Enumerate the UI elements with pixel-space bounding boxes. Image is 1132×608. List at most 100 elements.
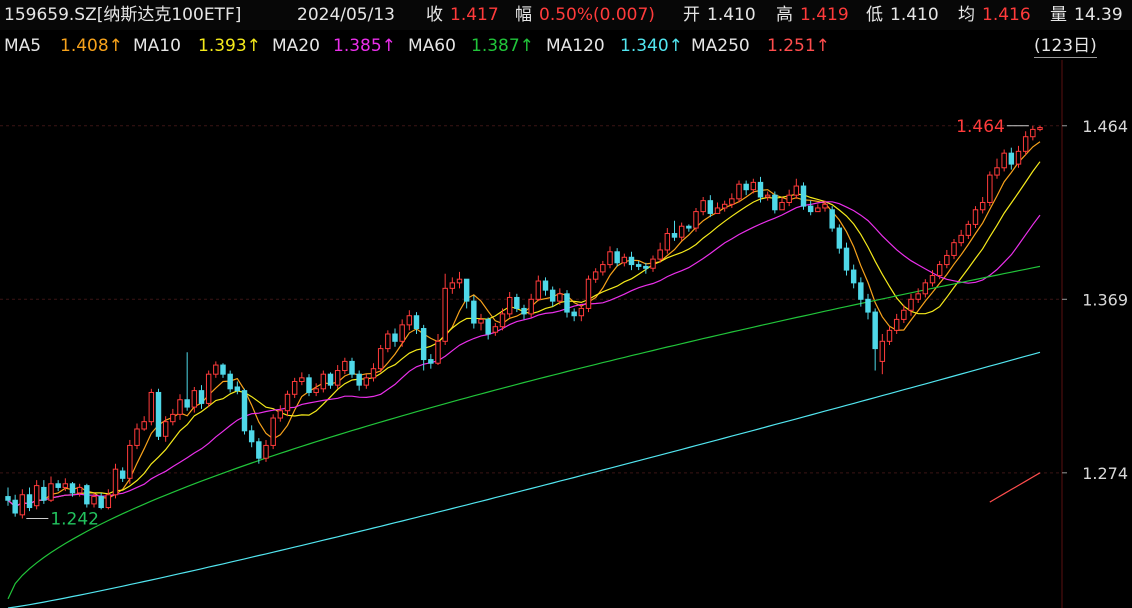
candle-body <box>98 496 104 509</box>
candle-body <box>1008 152 1015 165</box>
candle <box>62 478 69 492</box>
ma10-value: 1.393↑ <box>198 36 261 56</box>
candle-body <box>119 470 126 479</box>
candle <box>98 492 104 510</box>
candle-body <box>263 444 269 459</box>
ma5-label: MA5 <box>4 36 42 56</box>
candle <box>334 365 341 389</box>
candle-body <box>578 307 585 317</box>
candle-body <box>12 499 18 514</box>
candle-body <box>291 380 298 395</box>
candle-body <box>19 494 26 516</box>
candle <box>277 405 284 422</box>
high-value: 1.419 <box>800 5 849 25</box>
candle <box>607 246 613 269</box>
ma5-value: 1.408↑ <box>60 36 123 56</box>
moving-average-bar: MA5 1.408↑ MA10 1.393↑ MA20 1.385↑ MA60 … <box>0 33 1132 59</box>
candle-body <box>134 428 140 446</box>
candle-body <box>714 207 721 214</box>
candle <box>420 324 427 371</box>
y-tick-label-2: 1.274 <box>1082 464 1128 483</box>
candle-body <box>313 388 319 393</box>
candle <box>807 200 814 216</box>
candle-body <box>485 318 491 335</box>
low-value: 1.410 <box>890 5 939 25</box>
candle-body <box>1001 152 1007 169</box>
candle <box>105 489 112 510</box>
candle <box>600 260 606 276</box>
candle-body <box>449 282 456 289</box>
candle-body <box>256 441 262 459</box>
candle-body <box>643 265 649 269</box>
candle-body <box>191 390 198 408</box>
candle <box>270 414 276 450</box>
ma250-value: 1.251↑ <box>767 36 830 56</box>
candle <box>793 178 800 199</box>
candle <box>406 310 413 331</box>
candle-body <box>915 293 921 300</box>
candle <box>635 260 642 271</box>
candle-body <box>363 377 370 386</box>
candle <box>356 370 362 391</box>
candle <box>564 290 570 318</box>
candle-body <box>327 373 334 386</box>
candle-body <box>872 311 878 350</box>
candle <box>313 383 319 397</box>
candle <box>320 370 327 393</box>
candle-body <box>886 329 893 342</box>
candle <box>33 480 40 510</box>
candle-body <box>979 201 986 211</box>
candle-body <box>815 207 821 213</box>
candle <box>858 277 864 307</box>
candle <box>162 416 169 442</box>
candle-body <box>1022 136 1029 152</box>
avg-value: 1.416 <box>982 5 1031 25</box>
candle-body <box>277 410 284 419</box>
candle-body <box>549 289 556 302</box>
candle <box>972 206 979 229</box>
candle <box>463 278 470 309</box>
ma120-line <box>7 351 1041 608</box>
candle-body <box>299 377 305 382</box>
candle-body <box>33 485 40 507</box>
candle-body <box>213 364 219 375</box>
candle-body <box>678 225 685 238</box>
candle <box>76 483 83 497</box>
candle <box>592 268 599 283</box>
candle <box>729 193 735 208</box>
candle <box>614 248 620 267</box>
candle <box>69 481 76 497</box>
candle-body <box>951 242 957 256</box>
candle <box>621 253 628 267</box>
candle <box>1037 125 1043 132</box>
candle <box>872 308 878 371</box>
candle <box>779 197 785 211</box>
close-value: 1.417 <box>450 5 499 25</box>
symbol-label: 159659.SZ[纳斯达克100ETF] <box>4 5 242 25</box>
candle <box>915 288 921 303</box>
candle <box>929 270 936 287</box>
candle <box>442 273 448 345</box>
candle-body <box>334 370 341 386</box>
candle <box>901 304 907 324</box>
candle-body <box>535 280 542 300</box>
days-selector[interactable]: (123日) <box>1034 36 1097 58</box>
candle-body <box>542 280 549 291</box>
candle <box>342 357 348 375</box>
candle <box>449 277 456 294</box>
candle <box>965 220 972 240</box>
candle-body <box>127 444 133 479</box>
candle <box>743 180 749 196</box>
candle <box>306 374 312 397</box>
candle <box>399 319 405 347</box>
date-label: 2024/05/13 <box>297 5 395 25</box>
candle-body <box>793 185 800 196</box>
candle <box>886 326 893 345</box>
open-label: 开 <box>683 5 700 25</box>
candle <box>514 293 520 313</box>
candle <box>41 480 47 504</box>
candle-body <box>736 183 742 200</box>
candle <box>499 308 506 331</box>
candle-body <box>607 251 613 266</box>
candle-body <box>392 333 398 342</box>
